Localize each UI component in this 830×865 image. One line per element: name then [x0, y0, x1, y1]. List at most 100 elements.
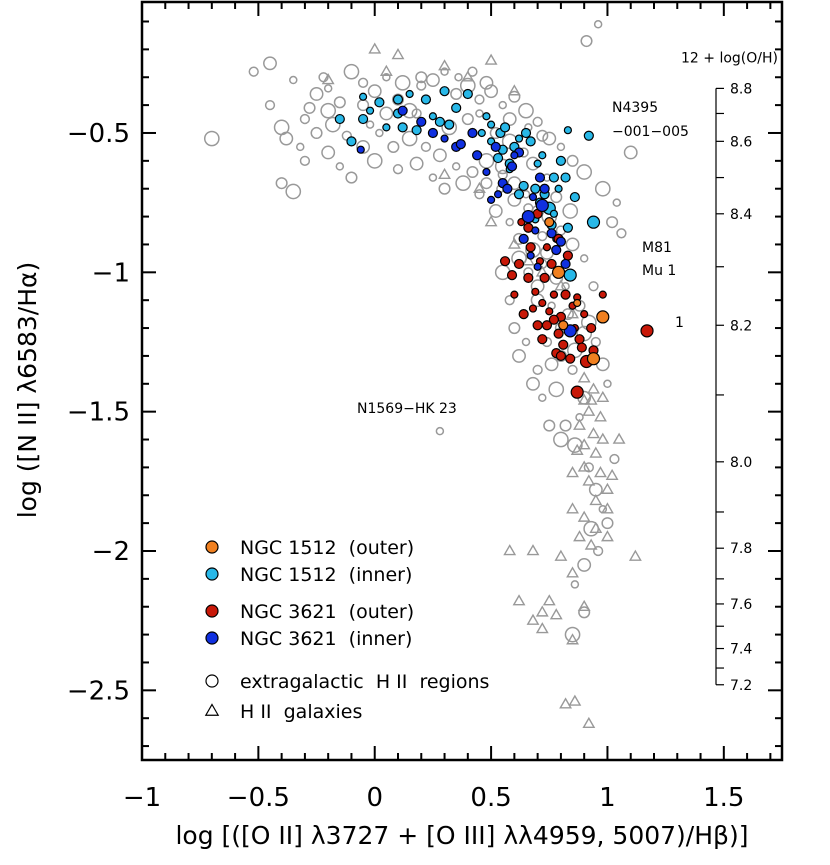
ngc-1512-inner-point [346, 136, 357, 147]
hii-region-point [576, 164, 593, 180]
hii-galaxy-point [535, 605, 549, 617]
ngc-3621-inner-point [528, 192, 538, 202]
ngc-1512-inner-point [514, 134, 524, 143]
ngc-3621-inner-point [416, 116, 427, 127]
ngc-3621-outer-point [525, 242, 536, 253]
hii-galaxy-point [570, 443, 584, 455]
hii-region-point [593, 20, 603, 29]
hii-region-point [428, 173, 438, 182]
ngc-1512-inner-point [358, 92, 368, 101]
hii-galaxy-point [461, 70, 475, 82]
ngc-1512-outer-point [551, 265, 566, 279]
hii-galaxy-point [596, 432, 610, 444]
ngc-1512-inner-point [569, 191, 580, 203]
ngc-1512-inner-point [365, 106, 375, 115]
hii-region-point [538, 393, 547, 402]
plot-frame [140, 0, 784, 762]
hii-region-point [466, 165, 479, 179]
hii-region-point [497, 169, 508, 180]
ngc-1512-inner-point [548, 172, 560, 183]
ngc-1512-inner-point [420, 94, 432, 105]
hii-region-point [498, 100, 507, 110]
hii-region-point [564, 626, 581, 643]
ngc-1512-inner-point [492, 152, 504, 164]
hii-region-point [401, 130, 418, 147]
oh-axis-label: 8.6 [730, 134, 752, 150]
ngc-3621-inner-point [535, 198, 549, 213]
ngc-3621-outer-point [560, 289, 571, 300]
legend-label: extragalactic H II regions [240, 671, 489, 693]
hii-galaxy-point [594, 410, 607, 422]
hii-region-point [484, 84, 499, 99]
hii-region-point [567, 437, 583, 453]
axis-ticks [141, 2, 782, 760]
hii-galaxy-point [596, 390, 610, 402]
hii-region-point [565, 237, 580, 252]
hii-galaxy-point [526, 544, 540, 556]
legend-label: NGC 1512 (inner) [240, 564, 412, 586]
hii-region-point [594, 180, 611, 197]
hii-region-point [409, 156, 424, 171]
hii-region-point [375, 128, 384, 138]
legend-marker [205, 604, 219, 618]
ngc-1512-inner-point [518, 180, 529, 192]
hii-region-point [203, 130, 220, 147]
hii-region-point [455, 175, 472, 191]
hii-region-point [542, 131, 557, 146]
ngc-1512-inner-point [482, 112, 491, 121]
ngc-1512-inner-point [397, 122, 408, 133]
annotation-label: M81 [642, 240, 672, 256]
hii-region-point [550, 191, 563, 204]
hii-region-point [296, 142, 305, 152]
hii-region-point [609, 453, 620, 465]
hii-region-point [504, 295, 515, 306]
ngc-3621-outer-point [562, 250, 573, 261]
hii-region-point [263, 56, 277, 71]
hii-galaxy-point [573, 418, 586, 430]
ngc-1512-inner-point [486, 120, 496, 129]
hii-region-point [450, 87, 463, 101]
ngc-1512-inner-point [411, 125, 422, 136]
x-tick-label: 1.5 [703, 783, 744, 813]
legend-label: H II galaxies [240, 701, 362, 723]
hii-galaxy-point [582, 716, 596, 729]
oh-axis-label: 8.4 [730, 207, 752, 223]
ngc-1512-inner-point [520, 127, 532, 139]
hii-galaxy-point [438, 167, 451, 180]
oh-axis-title: 12 + log(O/H) [681, 51, 778, 67]
hii-galaxy-point [549, 608, 563, 620]
hii-region-point [567, 364, 578, 376]
hii-galaxy-point [577, 438, 591, 450]
hii-galaxy-point [601, 502, 614, 514]
axis-labels: −1 −0.5 0 0.5 1 1.5 −2.5 −2 −1.5 −1 −0.5 [67, 119, 745, 813]
hii-region-point [435, 426, 445, 436]
hii-region-point [333, 96, 346, 109]
hii-galaxy-point [566, 633, 579, 645]
ngc-1512-inner-point [562, 222, 573, 233]
ngc-1512-inner-point [374, 97, 385, 108]
ngc-3621-outer-point [539, 272, 550, 283]
hii-galaxy-point [589, 521, 603, 533]
ngc-1512-outer-point [544, 217, 555, 228]
hii-region-point [623, 145, 638, 160]
ngc-1512-inner-point [533, 159, 542, 168]
y-tick-label: −0.5 [67, 119, 130, 149]
ngc-3621-outer-point [528, 304, 538, 313]
legend-marker [205, 540, 219, 554]
hii-region-point [379, 106, 394, 121]
hii-region-point [264, 99, 276, 111]
ngc-3621-outer-point [553, 328, 564, 339]
hii-galaxy-point [577, 393, 591, 405]
ngc-3621-outer-point [532, 320, 543, 331]
hii-region-point [616, 228, 627, 239]
hii-region-point [366, 152, 383, 169]
hii-galaxy-point [566, 566, 579, 578]
hii-region-point [382, 72, 391, 82]
data-points [203, 20, 654, 729]
hii-region-point [475, 109, 484, 118]
ngc-3621-inner-point [546, 228, 557, 239]
ngc-3621-outer-point [555, 350, 567, 362]
hii-galaxy-point [503, 544, 517, 556]
ngc-3621-outer-point [523, 272, 534, 283]
